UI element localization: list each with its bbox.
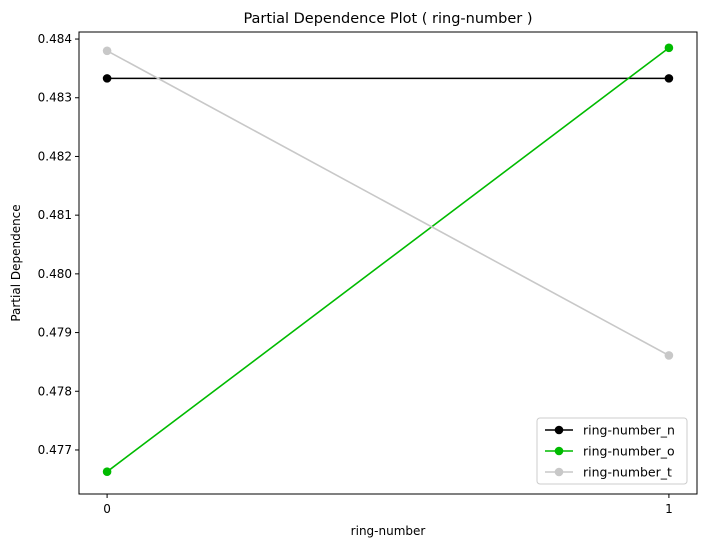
y-tick-label: 0.477 <box>38 443 72 457</box>
axes: 0.477 0.478 0.479 0.480 0.481 0.482 0.483 0.484… <box>38 31 698 516</box>
chart-title: Partial Dependence Plot ( ring-number ) <box>243 11 532 27</box>
legend-label-ring-number_n: ring-number_n <box>583 423 675 438</box>
legend-marker-ring-number_n <box>554 425 564 435</box>
data-point-ring-number_n-0 <box>102 74 112 83</box>
legend-marker-ring-number_t <box>554 467 564 477</box>
y-tick-label: 0.483 <box>38 91 72 105</box>
x-tick-label: 1 <box>665 502 673 516</box>
data-point-ring-number_t-0 <box>102 46 112 56</box>
legend-marker-ring-number_o <box>554 446 564 456</box>
y-tick-label: 0.478 <box>38 384 72 398</box>
legend-label-ring-number_t: ring-number_t <box>583 465 672 480</box>
x-axis-label: ring-number <box>351 524 426 538</box>
y-tick-label: 0.480 <box>38 267 72 281</box>
x-tick-label: 0 <box>103 502 111 516</box>
y-axis-label: Partial Dependence <box>9 204 23 321</box>
legend-label-ring-number_o: ring-number_o <box>583 444 675 459</box>
data-point-ring-number_o-0 <box>102 467 112 476</box>
series-line-ring-number_t <box>106 50 670 357</box>
y-tick-label: 0.481 <box>38 208 72 222</box>
y-tick-label: 0.484 <box>38 32 72 46</box>
data-point-ring-number_t-1 <box>664 351 674 360</box>
plot-frame <box>78 31 698 495</box>
y-tick-label: 0.479 <box>38 326 72 340</box>
data-point-ring-number_n-1 <box>664 74 674 83</box>
data-point-ring-number_o-1 <box>664 43 674 53</box>
legend-box <box>536 417 688 485</box>
legend: ring-number_n ring-number_o ring-number_t <box>536 417 688 485</box>
plot-area <box>102 43 674 476</box>
series-line-ring-number_o <box>106 47 670 473</box>
y-tick-label: 0.482 <box>38 149 72 163</box>
